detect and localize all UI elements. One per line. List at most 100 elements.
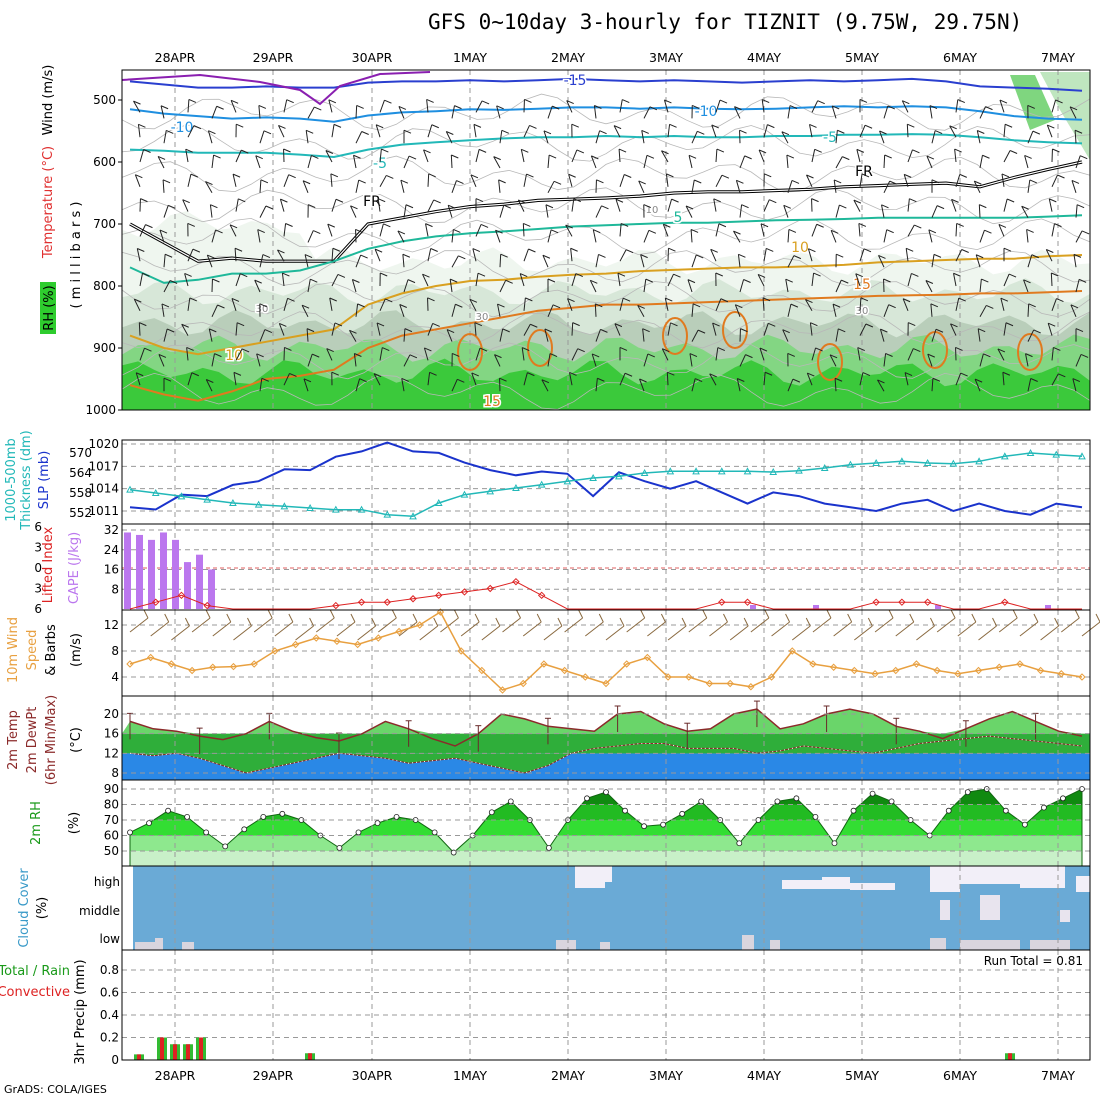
wind-barb [353,353,357,367]
wind-barb-flag [1058,373,1066,378]
wind-speed-marker [540,660,548,668]
wind-barb [209,204,213,218]
wind-barb-flag [694,378,703,383]
wind-barb-flag [961,249,969,253]
wind-barb-flag [470,174,479,179]
wind-barb-flag [1081,230,1090,235]
li-marker [537,591,546,600]
isotherm-loop [817,343,843,381]
wind-barb [904,372,909,386]
wind-barb [594,303,597,317]
thickness-marker [640,468,649,476]
wind-barb [1047,323,1053,336]
wind-barb [811,100,819,113]
cloud-mid-block [940,900,950,920]
wind-barb-flag [902,100,910,105]
wind-barb-flag [853,199,862,204]
wind-barb-10m-flag [309,617,315,627]
y-tick-label: 90 [104,782,119,796]
wind-barb-flag [957,99,966,103]
wind-barb-flag [639,378,647,383]
wind-barb-flag [528,248,536,253]
contour-label: 15 [483,394,501,410]
wind-barb [805,299,813,312]
wind-barb [619,298,624,311]
wind-speed-marker [126,660,134,668]
wind-barb-flag [330,173,339,178]
wind-barb-flag [1072,378,1081,383]
wind-barb-flag [1074,129,1083,134]
wind-barb-flag [666,173,674,178]
wind-barb-flag [335,198,344,203]
isotherm-line [129,133,1083,159]
wind-barb-flag [1080,353,1089,358]
wind-barb-flag [161,303,170,308]
wind-barb-flag [541,379,550,384]
wind-barb [163,205,169,218]
wind-barb-flag [956,222,964,227]
wind-barb-flag [786,154,795,159]
wind-barb-flag [591,155,599,160]
wind-barb [235,273,241,287]
wind-barb-flag [864,124,873,129]
wind-barb [571,322,574,336]
y-tick-label: 4 [111,670,119,684]
wind-barb [207,130,213,144]
wind-barb-flag [518,199,526,204]
wind-barb-flag [1047,124,1055,129]
wind-barb-flag [229,224,238,229]
wind-barb [256,353,261,367]
wind-barb-flag [256,353,264,358]
wind-barb-flag [577,348,585,353]
wind-barb-flag [954,148,962,153]
rh-contour-line [121,187,1091,225]
wind-barb-flag [279,323,287,327]
date-label-bottom: 3MAY [649,1068,683,1083]
wind-barb [1003,322,1007,336]
wind-barb [1051,223,1055,237]
wind-barb-flag [717,347,726,351]
wind-barb-flag [573,198,582,203]
wind-barb-flag [594,105,602,109]
wind-barb-flag [807,372,815,377]
wind-barb-10m [1081,621,1100,637]
date-label-bottom: 1MAY [453,1068,487,1083]
y-tick-label-left: 570 [69,446,92,460]
thickness-marker [949,459,958,467]
wind-barb-flag [860,297,869,302]
wind-barb-flag [741,204,749,209]
y-tick-label: 80 [104,798,119,812]
wind-barb [232,174,237,187]
wind-barb-flag [231,297,240,302]
y-tick-label-right: 1017 [88,459,119,473]
wind-barb [955,174,961,187]
wind-barb [666,372,669,386]
wind-barb [760,223,765,237]
wind-barb-flag [976,254,984,259]
wind-barb [643,106,651,119]
wind-barb-flag [569,371,577,376]
wind-barb [715,223,720,237]
temp2m-label-2: 2m DewPt [25,707,40,774]
wind-barb-flag [832,105,840,110]
wind-barb-flag [1069,106,1078,111]
wind-barb-flag [289,372,297,377]
wind-barb-flag [469,298,478,303]
wind-barb [979,155,983,169]
wind-speed-marker [416,621,424,629]
isotherm-loop [1017,333,1043,371]
wind-barb-flag [984,229,992,234]
wind-barb [715,174,723,188]
wind-barb [739,155,746,169]
wind-barb-flag [260,179,269,184]
wind-barb [691,378,696,392]
dew-area [122,736,1090,773]
wind-barb-flag [744,155,752,160]
y-tick-label: 1000 [85,403,116,417]
wind-barb [499,130,503,144]
cloud-high-block [822,877,850,889]
rh-marker [146,820,152,826]
wind-barb-flag [1049,198,1057,203]
wind-barb-10m [957,621,977,637]
rh-marker [584,795,590,802]
